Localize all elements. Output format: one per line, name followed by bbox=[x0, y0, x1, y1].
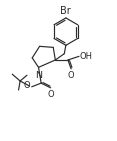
Text: Br: Br bbox=[60, 6, 71, 16]
Text: O: O bbox=[24, 81, 30, 90]
Text: O: O bbox=[67, 71, 74, 80]
Text: N: N bbox=[36, 71, 43, 80]
Text: OH: OH bbox=[80, 52, 93, 61]
Text: O: O bbox=[47, 90, 54, 99]
